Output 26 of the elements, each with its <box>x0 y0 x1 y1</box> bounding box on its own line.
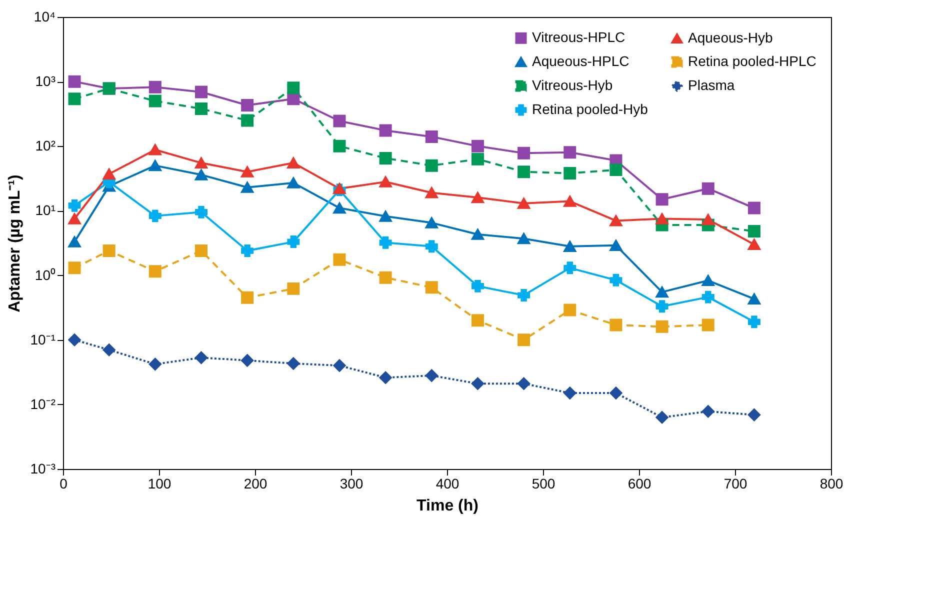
y-tick-label: 10⁰ <box>34 266 56 283</box>
x-tick-label: 600 <box>628 476 652 492</box>
y-tick-label: 10⁻² <box>30 396 56 412</box>
x-tick-label: 200 <box>244 476 268 492</box>
legend-label: Aqueous-HPLC <box>532 53 630 69</box>
y-tick-label: 10⁻¹ <box>30 331 56 348</box>
x-tick-label: 0 <box>60 476 68 492</box>
x-tick-label: 500 <box>532 476 556 492</box>
y-tick-label: 10³ <box>35 73 56 90</box>
x-tick-label: 700 <box>724 476 748 492</box>
x-axis-title: Time (h) <box>416 498 478 514</box>
legend-label: Retina pooled-Hyb <box>532 101 648 117</box>
y-axis-title: Aptamer (µg mL⁻¹) <box>6 174 24 312</box>
legend-label: Plasma <box>688 77 735 93</box>
y-tick-label: 10⁻³ <box>30 460 56 476</box>
legend-label: Vitreous-HPLC <box>532 29 626 46</box>
legend-label: Vitreous-Hyb <box>532 77 613 93</box>
legend-label: Retina pooled-HPLC <box>688 53 816 69</box>
y-tick-label: 10¹ <box>35 202 56 218</box>
x-tick-label: 800 <box>820 476 844 492</box>
x-tick-label: 100 <box>148 476 172 492</box>
legend-label: Aqueous-Hyb <box>688 29 774 46</box>
x-tick-label: 400 <box>436 476 460 492</box>
x-tick-label: 300 <box>340 476 364 492</box>
y-tick-label: 10⁴ <box>34 8 56 24</box>
y-tick-label: 10² <box>35 138 56 154</box>
